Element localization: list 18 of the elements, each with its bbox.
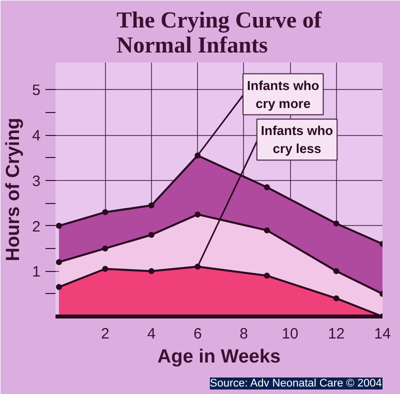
y-tick-label: 4	[32, 128, 40, 145]
x-tick-label: 10	[282, 326, 298, 342]
y-tick-label: 3	[32, 172, 40, 190]
x-axis-title: Age in Weeks	[157, 346, 281, 368]
x-tick-label: 2	[101, 326, 110, 342]
chart-title: The Crying Curve of Normal Infants	[116, 8, 322, 58]
x-tick-label: 12	[328, 326, 345, 342]
y-tick-label: 5	[32, 82, 40, 100]
annotation: Infants who cry less	[260, 123, 334, 156]
y-tick-label: 1	[32, 264, 40, 281]
y-tick-label: 2	[32, 218, 40, 236]
x-tick-label: 14	[374, 326, 391, 342]
source-note: Source: Adv Neonatal Care © 2004	[210, 378, 382, 390]
y-axis-title: Hours of Crying	[3, 118, 24, 262]
x-tick-label: 6	[193, 326, 202, 342]
x-tick-label: 8	[240, 326, 248, 342]
annotation: Infants who cry more	[247, 78, 320, 111]
x-tick-label: 4	[147, 326, 156, 342]
